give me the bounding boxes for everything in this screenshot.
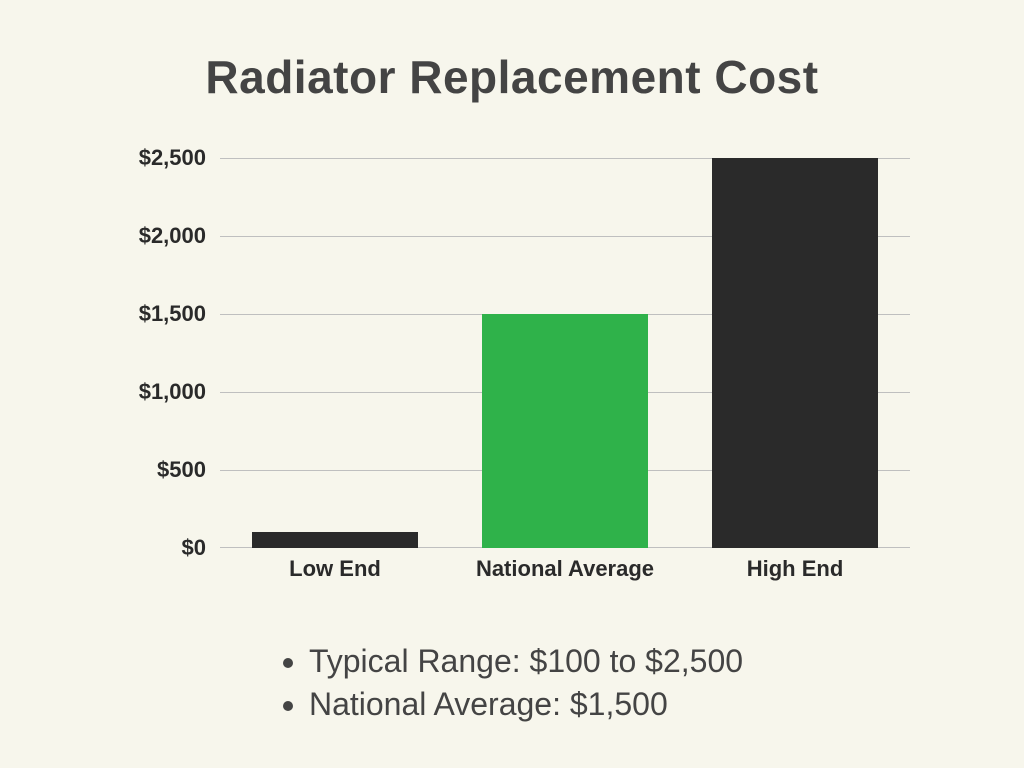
y-axis-label: $2,000 bbox=[110, 223, 206, 249]
y-axis-label: $1,000 bbox=[110, 379, 206, 405]
bullet-list: Typical Range: $100 to $2,500National Av… bbox=[281, 640, 743, 726]
y-axis-label: $0 bbox=[110, 535, 206, 561]
bar bbox=[482, 314, 648, 548]
y-axis-label: $500 bbox=[110, 457, 206, 483]
bar bbox=[252, 532, 418, 548]
bullet-item: Typical Range: $100 to $2,500 bbox=[309, 640, 743, 683]
x-axis-label: National Average bbox=[450, 556, 680, 582]
x-axis-label: Low End bbox=[220, 556, 450, 582]
bar-chart: $0$500$1,000$1,500$2,000$2,500Low EndNat… bbox=[110, 158, 910, 588]
y-axis-label: $1,500 bbox=[110, 301, 206, 327]
bar bbox=[712, 158, 878, 548]
x-axis-label: High End bbox=[680, 556, 910, 582]
bullet-item: National Average: $1,500 bbox=[309, 683, 743, 726]
y-axis-label: $2,500 bbox=[110, 145, 206, 171]
chart-title: Radiator Replacement Cost bbox=[0, 50, 1024, 104]
plot-area bbox=[220, 158, 910, 548]
summary-bullets: Typical Range: $100 to $2,500National Av… bbox=[0, 640, 1024, 726]
